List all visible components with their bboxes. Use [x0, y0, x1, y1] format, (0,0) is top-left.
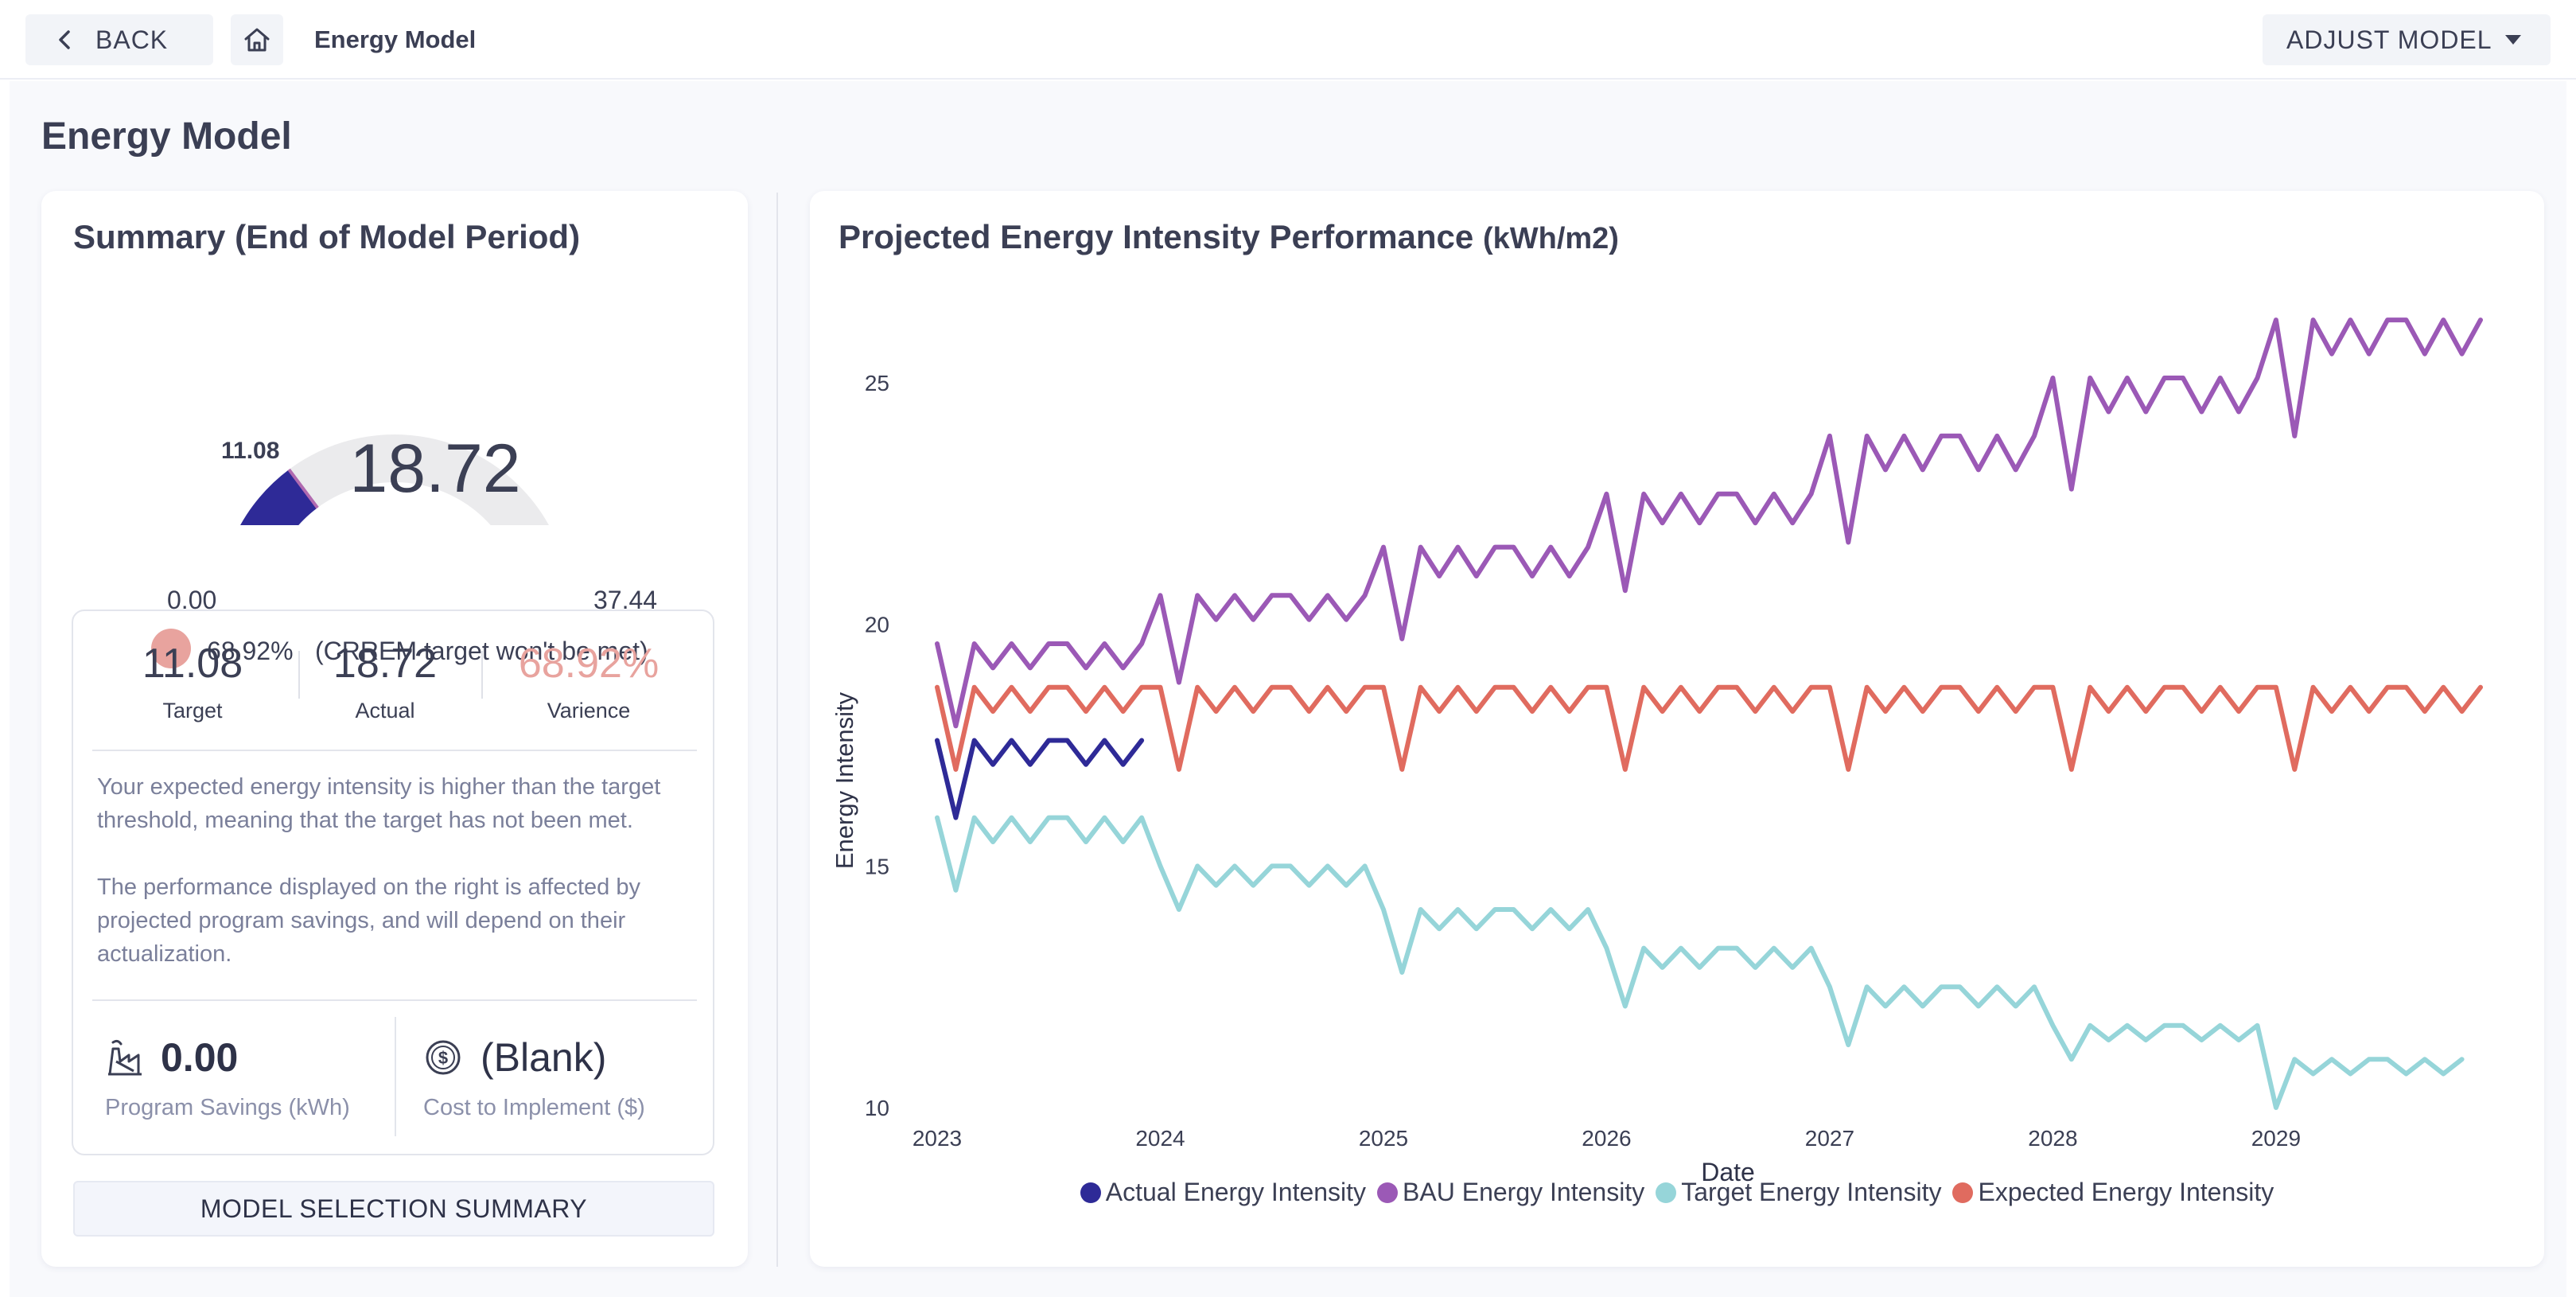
legend-item[interactable]: Target Energy Intensity: [1656, 1178, 1941, 1207]
status-dot: [151, 629, 191, 668]
top-bar: BACK Energy Model ADJUST MODEL: [0, 0, 2576, 80]
summary-title: Summary (End of Model Period): [73, 218, 581, 255]
legend-label: Actual Energy Intensity: [1105, 1178, 1367, 1206]
x-tick-label: 2028: [2028, 1126, 2077, 1151]
description-paragraph-1: Your expected energy intensity is higher…: [97, 774, 661, 833]
description: Your expected energy intensity is higher…: [97, 770, 686, 971]
x-tick-label: 2027: [1805, 1126, 1854, 1151]
legend-marker: [1377, 1182, 1399, 1203]
back-label: BACK: [95, 25, 169, 54]
legend-marker: [1952, 1182, 1974, 1203]
legend-item[interactable]: Expected Energy Intensity: [1952, 1178, 2274, 1207]
legend-item[interactable]: BAU Energy Intensity: [1377, 1178, 1644, 1207]
gauge-svg: [240, 434, 549, 525]
adjust-model-label: ADJUST MODEL: [2286, 25, 2492, 54]
gauge-percentage: 68.92%: [207, 637, 294, 665]
x-tick-label: 2024: [1135, 1126, 1185, 1151]
stat-variance-value: 68.92%: [518, 641, 660, 687]
stat-target: 11.08 Target: [97, 640, 288, 723]
y-tick-label: 25: [865, 371, 889, 395]
legend-marker: [1080, 1182, 1101, 1203]
breadcrumb: Energy Model: [314, 25, 477, 53]
chart-legend: Actual Energy Intensity BAU Energy Intens…: [810, 1178, 2544, 1207]
home-icon: [244, 28, 270, 52]
home-button[interactable]: [231, 14, 283, 65]
stat-target-label: Target: [162, 699, 223, 723]
cost-label: Cost to Implement ($): [423, 1095, 645, 1120]
stat-actual-label: Actual: [355, 699, 415, 723]
cost-value: (Blank): [481, 1035, 607, 1080]
stat-divider: [298, 651, 300, 699]
gauge-center-value: 18.72: [349, 430, 521, 507]
gauge: 11.08 0.00 37.44 18.72 68.92% (CRREM tar…: [41, 191, 748, 668]
gauge-target-marker: [287, 468, 319, 509]
divider: [92, 999, 697, 1001]
stat-divider: [481, 651, 483, 699]
program-savings-value: 0.00: [161, 1035, 239, 1080]
caret-down-icon: [2505, 35, 2521, 45]
x-tick-label: 2029: [2251, 1126, 2301, 1151]
page-area: Energy Model Summary (End of Model Perio…: [10, 81, 2566, 1297]
summary-card: Summary (End of Model Period) 11.08 0.00…: [41, 191, 748, 1267]
legend-label: BAU Energy Intensity: [1403, 1178, 1645, 1206]
legend-label: Expected Energy Intensity: [1978, 1178, 2274, 1206]
stats-box: 11.08 Target 18.72 Actual 68.92% Varienc…: [72, 610, 714, 1155]
x-tick-label: 2026: [1582, 1126, 1631, 1151]
program-savings-label: Program Savings (kWh): [105, 1095, 350, 1120]
series-line-target-energy-intensity: [935, 815, 2465, 1110]
stat-variance-label: Varience: [547, 699, 631, 723]
series-line-bau-energy-intensity: [935, 317, 2483, 729]
series-line-expected-energy-intensity: [935, 684, 2483, 772]
description-paragraph-2: The performance displayed on the right i…: [97, 874, 640, 967]
y-tick-label: 15: [865, 854, 889, 878]
legend-item[interactable]: Actual Energy Intensity: [1080, 1178, 1366, 1207]
x-tick-label: 2025: [1359, 1126, 1408, 1151]
divider: [92, 750, 697, 751]
y-tick-label: 10: [865, 1096, 889, 1120]
stat-target-value: 11.08: [142, 641, 243, 687]
dollar-coin-icon: $: [426, 1040, 461, 1075]
stat-variance: 68.92% Varience: [493, 640, 684, 723]
series-line-actual-energy-intensity: [935, 738, 1145, 820]
program-savings: 0.00 Program Savings (kWh): [105, 1034, 350, 1121]
chart-card: Projected Energy Intensity Performance (…: [810, 191, 2544, 1267]
legend-marker: [1656, 1182, 1677, 1203]
panel-divider: [776, 193, 778, 1267]
x-axis-title: Date: [1701, 1158, 1755, 1186]
gauge-track: [240, 434, 549, 525]
chart-title: Projected Energy Intensity Performance (…: [839, 218, 1619, 256]
x-tick-label: 2023: [912, 1126, 962, 1151]
svg-text:$: $: [438, 1048, 448, 1068]
metric-divider: [395, 1017, 396, 1136]
page-title: Energy Model: [41, 115, 292, 158]
back-button[interactable]: BACK: [25, 14, 213, 65]
factory-icon: [108, 1039, 142, 1076]
model-selection-summary-button[interactable]: MODEL SELECTION SUMMARY: [73, 1181, 714, 1237]
legend-label: Target Energy Intensity: [1681, 1178, 1942, 1206]
chevron-left-icon: [59, 30, 70, 49]
y-tick-label: 20: [865, 613, 889, 637]
y-axis-title: Energy Intensity: [831, 691, 858, 869]
stat-actual: 18.72 Actual: [290, 640, 481, 723]
adjust-model-button[interactable]: ADJUST MODEL: [2263, 14, 2551, 65]
stat-actual-value: 18.72: [333, 641, 438, 687]
chart-title-text: Projected Energy Intensity Performance: [839, 218, 1474, 255]
chart-title-unit: (kWh/m2): [1482, 222, 1619, 255]
gauge-target-label: 11.08: [221, 438, 280, 464]
cost-to-implement: $ (Blank) Cost to Implement ($): [423, 1034, 645, 1121]
